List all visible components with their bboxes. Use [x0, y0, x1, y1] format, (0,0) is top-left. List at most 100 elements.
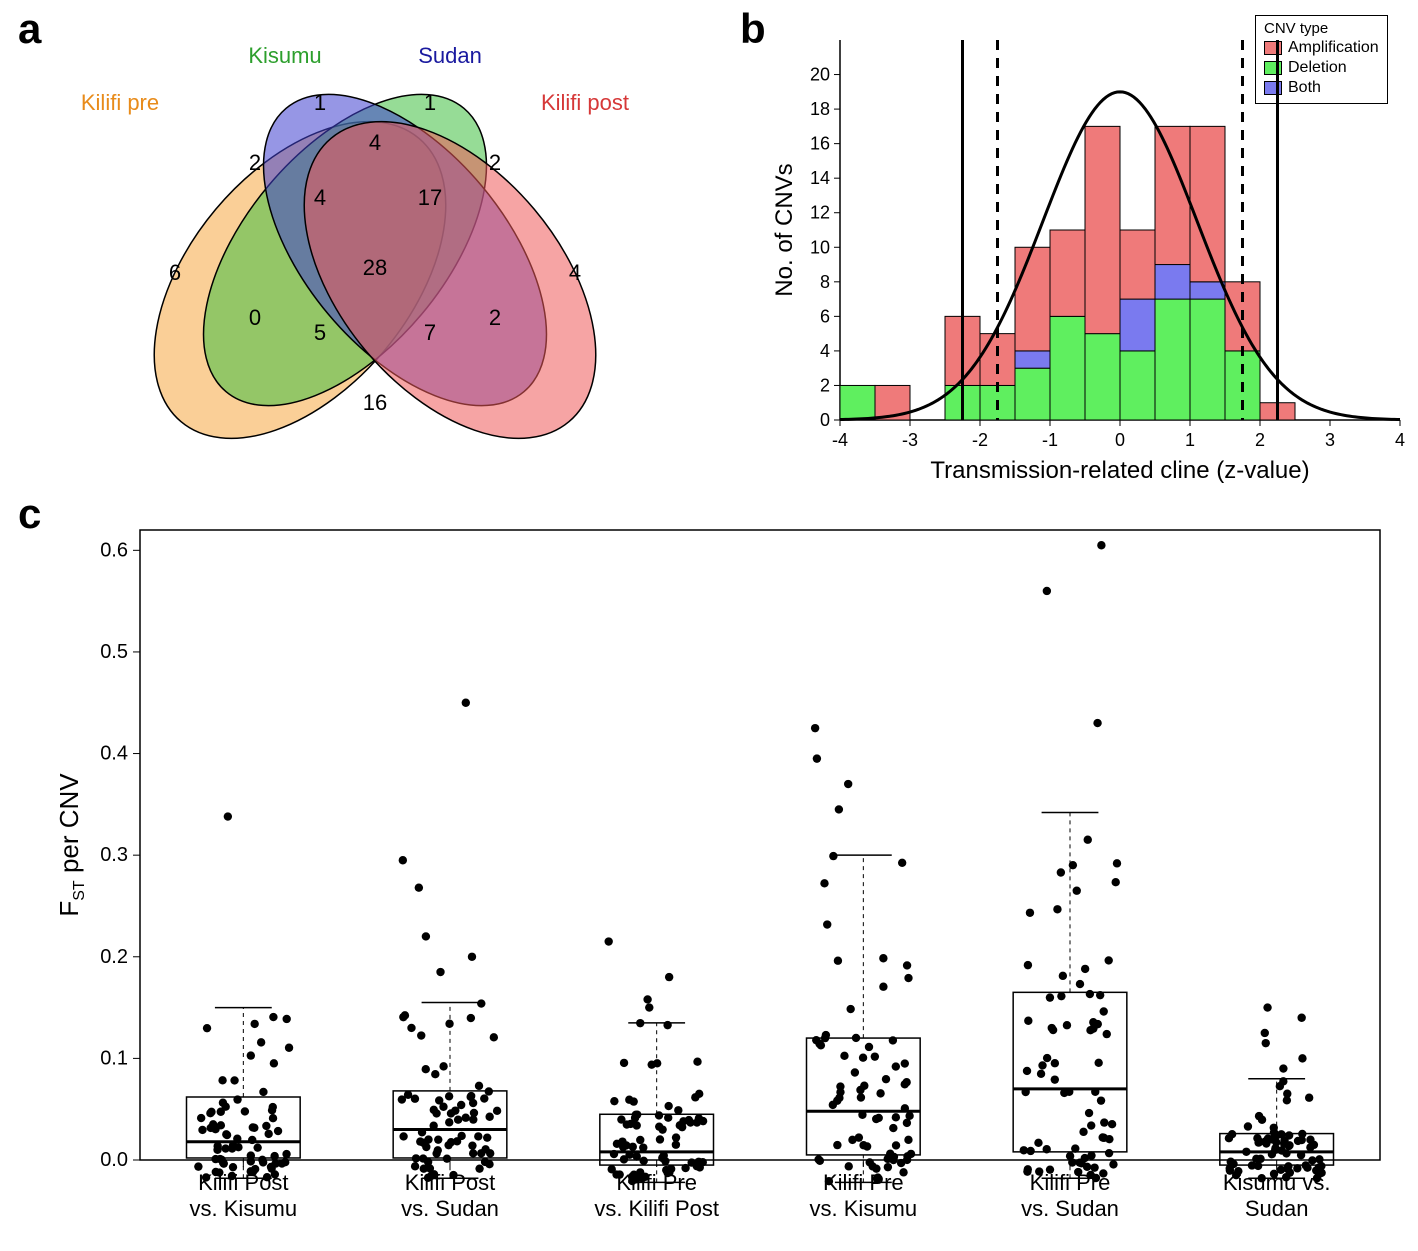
venn-region-count: 5 — [314, 320, 326, 345]
hist-bar — [1015, 368, 1050, 420]
svg-text:18: 18 — [810, 99, 830, 119]
svg-text:4: 4 — [820, 341, 830, 361]
data-point — [224, 812, 232, 820]
data-point — [248, 1136, 256, 1144]
data-point — [1076, 1159, 1084, 1167]
data-point — [1100, 1118, 1108, 1126]
data-point — [836, 1082, 844, 1090]
data-point — [813, 754, 821, 762]
data-point — [1271, 1144, 1279, 1152]
panel-b-label: b — [740, 5, 766, 53]
data-point — [905, 1112, 913, 1120]
data-point — [490, 1033, 498, 1041]
data-point — [1108, 1120, 1116, 1128]
data-point — [658, 1125, 666, 1133]
venn-diagram: Kilifi preKisumuSudanKilifi post61142421… — [30, 25, 720, 465]
data-point — [469, 1149, 477, 1157]
hist-ylabel: No. of CNVs — [771, 163, 798, 296]
data-point — [1252, 1155, 1260, 1163]
data-point — [664, 1113, 672, 1121]
data-point — [404, 1091, 412, 1099]
hist-bar — [1120, 230, 1155, 299]
venn-region-count: 16 — [363, 390, 387, 415]
data-point — [834, 957, 842, 965]
data-point — [1087, 1121, 1095, 1129]
data-point — [399, 1132, 407, 1140]
data-point — [1098, 1133, 1106, 1141]
data-point — [903, 961, 911, 969]
data-point — [639, 1143, 647, 1151]
data-point — [1071, 1144, 1079, 1152]
data-point — [493, 1107, 501, 1115]
group-label: Sudan — [1245, 1196, 1309, 1221]
data-point — [1096, 991, 1104, 999]
data-point — [610, 1097, 618, 1105]
hist-xlabel: Transmission-related cline (z-value) — [930, 457, 1309, 484]
data-point — [1263, 1003, 1271, 1011]
venn-region-count: 4 — [314, 185, 326, 210]
data-point — [1023, 1067, 1031, 1075]
data-point — [636, 1019, 644, 1027]
data-point — [434, 1135, 442, 1143]
data-point — [467, 1092, 475, 1100]
data-point — [477, 999, 485, 1007]
data-point — [820, 879, 828, 887]
svg-text:0.3: 0.3 — [100, 844, 128, 866]
data-point — [859, 1054, 867, 1062]
data-point — [1113, 859, 1121, 867]
svg-text:0.2: 0.2 — [100, 946, 128, 968]
panel-c-label: c — [18, 490, 41, 538]
data-point — [447, 1109, 455, 1117]
data-point — [485, 1160, 493, 1168]
data-point — [249, 1123, 257, 1131]
data-point — [886, 1150, 894, 1158]
data-point — [431, 1070, 439, 1078]
data-point — [269, 1114, 277, 1122]
data-point — [424, 1135, 432, 1143]
histogram: 02468101214161820-4-3-2-101234No. of CNV… — [770, 30, 1410, 490]
data-point — [1261, 1029, 1269, 1037]
svg-text:2: 2 — [820, 375, 830, 395]
data-point — [629, 1143, 637, 1151]
data-point — [230, 1076, 238, 1084]
data-point — [467, 1014, 475, 1022]
data-point — [823, 920, 831, 928]
venn-region-count: 2 — [489, 150, 501, 175]
data-point — [399, 856, 407, 864]
venn-region-count: 1 — [314, 90, 326, 115]
group-label: Kilifi Post — [405, 1170, 495, 1195]
data-point — [1242, 1148, 1250, 1156]
data-point — [1093, 719, 1101, 727]
data-point — [1279, 1077, 1287, 1085]
data-point — [1283, 1090, 1291, 1098]
data-point — [1094, 1059, 1102, 1067]
venn-set-label: Sudan — [418, 43, 482, 68]
data-point — [1063, 1021, 1071, 1029]
data-point — [418, 1128, 426, 1136]
data-point — [485, 1113, 493, 1121]
data-point — [1105, 1149, 1113, 1157]
data-point — [811, 724, 819, 732]
data-point — [608, 1165, 616, 1173]
data-point — [1225, 1134, 1233, 1142]
data-point — [1046, 993, 1054, 1001]
data-point — [1305, 1094, 1313, 1102]
hist-bar — [1155, 126, 1190, 264]
data-point — [672, 1133, 680, 1141]
venn-region-count: 17 — [418, 185, 442, 210]
data-point — [1112, 878, 1120, 886]
hist-bar — [1015, 351, 1050, 368]
data-point — [889, 1124, 897, 1132]
data-point — [1037, 1070, 1045, 1078]
data-point — [1043, 1145, 1051, 1153]
data-point — [1066, 1152, 1074, 1160]
data-point — [693, 1057, 701, 1065]
svg-text:14: 14 — [810, 168, 830, 188]
hist-bar — [1050, 316, 1085, 420]
data-point — [468, 1141, 476, 1149]
data-point — [1043, 587, 1051, 595]
data-point — [655, 1111, 663, 1119]
group-label: vs. Sudan — [1021, 1196, 1119, 1221]
data-point — [270, 1152, 278, 1160]
data-point — [892, 1062, 900, 1070]
